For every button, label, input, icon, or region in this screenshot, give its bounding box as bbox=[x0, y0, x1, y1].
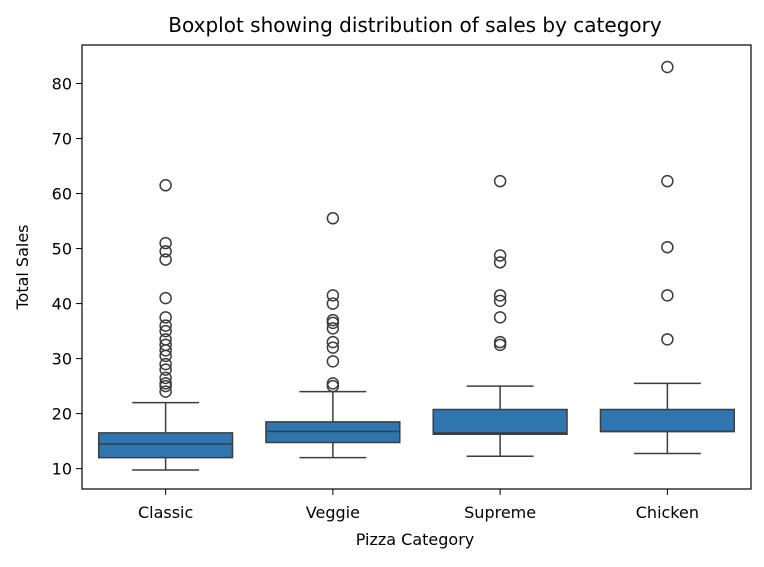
outlier-point bbox=[493, 289, 507, 302]
box-classic bbox=[97, 179, 234, 471]
outlier-point bbox=[493, 335, 507, 349]
y-tick-label: 50 bbox=[52, 240, 72, 259]
outlier-point bbox=[326, 377, 340, 390]
plot-area-frame bbox=[81, 44, 752, 490]
y-tick-label: 60 bbox=[52, 185, 72, 204]
outlier-point bbox=[661, 174, 674, 188]
outlier-point bbox=[159, 245, 172, 258]
outlier-point bbox=[661, 60, 674, 74]
outlier-point bbox=[661, 289, 674, 302]
box-supreme bbox=[432, 174, 568, 458]
outlier-point bbox=[493, 249, 507, 262]
outlier-point bbox=[493, 311, 507, 324]
outlier-point bbox=[326, 322, 340, 335]
y-tick-label: 30 bbox=[52, 350, 72, 369]
y-tick-label: 70 bbox=[52, 130, 72, 149]
outlier-point bbox=[661, 333, 674, 346]
outlier-point bbox=[159, 371, 172, 385]
iqr-box bbox=[97, 432, 234, 459]
outlier-point bbox=[493, 338, 507, 352]
outlier-point bbox=[159, 236, 172, 250]
outlier-point bbox=[326, 297, 340, 310]
outlier-point bbox=[493, 294, 507, 308]
iqr-box bbox=[432, 408, 568, 436]
y-tick-label: 10 bbox=[52, 460, 72, 479]
outlier-point bbox=[493, 256, 507, 269]
outlier-point bbox=[159, 357, 172, 371]
chart-title: Boxplot showing distribution of sales by… bbox=[168, 13, 662, 37]
x-tick-label: Veggie bbox=[306, 503, 360, 522]
y-tick-label: 80 bbox=[52, 75, 72, 94]
outlier-point bbox=[661, 240, 674, 254]
outlier-point bbox=[326, 379, 340, 393]
outlier-point bbox=[159, 338, 172, 352]
outlier-point bbox=[159, 385, 172, 398]
outlier-point bbox=[159, 363, 172, 376]
y-tick-label: 20 bbox=[52, 405, 72, 424]
x-axis-label: Pizza Category bbox=[356, 530, 475, 549]
outlier-point bbox=[159, 253, 172, 266]
y-axis: 10 20 30 40 50 60 70 80 bbox=[52, 75, 82, 479]
outlier-point bbox=[159, 333, 172, 346]
outlier-point bbox=[159, 319, 172, 332]
outlier-point bbox=[326, 313, 340, 327]
x-tick-label: Classic bbox=[138, 503, 193, 522]
outlier-point bbox=[326, 289, 340, 302]
outlier-point bbox=[159, 291, 172, 305]
outlier-point bbox=[326, 355, 340, 368]
outlier-point bbox=[159, 377, 172, 390]
outlier-point bbox=[493, 174, 507, 188]
box-veggie bbox=[265, 212, 401, 459]
y-tick-label: 40 bbox=[52, 295, 72, 314]
outlier-point bbox=[159, 179, 172, 192]
outlier-point bbox=[326, 341, 340, 354]
outlier-point bbox=[159, 324, 172, 338]
outlier-point bbox=[326, 212, 340, 225]
box-chicken bbox=[599, 60, 736, 455]
y-axis-label: Total Sales bbox=[13, 224, 32, 310]
outlier-point bbox=[326, 335, 340, 349]
x-tick-label: Supreme bbox=[464, 503, 536, 522]
boxplot-series bbox=[97, 60, 736, 471]
outlier-point bbox=[159, 311, 172, 324]
x-tick-label: Chicken bbox=[636, 503, 699, 522]
iqr-box bbox=[599, 408, 736, 433]
x-axis: Classic Veggie Supreme Chicken bbox=[138, 489, 699, 522]
